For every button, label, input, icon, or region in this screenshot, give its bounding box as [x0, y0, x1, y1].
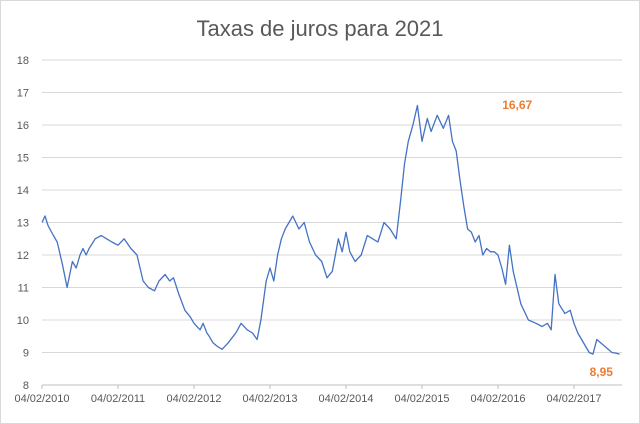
- series-line: [41, 104, 620, 355]
- y-tick-label: 13: [17, 218, 29, 230]
- y-tick-label: 12: [17, 250, 29, 262]
- y-tick-label: 14: [17, 185, 29, 197]
- y-tick-label: 8: [23, 380, 29, 392]
- x-tick-label: 04/02/2017: [546, 393, 601, 405]
- data-label-annotation: 16,67: [502, 98, 532, 112]
- x-tick-label: 04/02/2011: [91, 393, 145, 405]
- x-tick-label: 04/02/2016: [470, 393, 525, 405]
- x-tick-label: 04/02/2013: [242, 393, 297, 405]
- y-tick-label: 9: [23, 348, 29, 360]
- chart-title: Taxas de juros para 2021: [196, 16, 444, 41]
- y-tick-label: 10: [17, 315, 29, 327]
- data-label-annotation: 8,95: [590, 365, 614, 379]
- x-tick-label: 04/02/2012: [166, 393, 221, 405]
- y-tick-label: 11: [18, 283, 29, 295]
- x-tick-label: 04/02/2014: [318, 393, 373, 405]
- x-tick-label: 04/02/2010: [14, 393, 69, 405]
- y-tick-label: 17: [17, 88, 29, 100]
- y-tick-label: 16: [17, 120, 29, 132]
- y-tick-label: 15: [17, 153, 29, 165]
- x-tick-label: 04/02/2015: [394, 393, 449, 405]
- y-tick-label: 18: [17, 55, 29, 67]
